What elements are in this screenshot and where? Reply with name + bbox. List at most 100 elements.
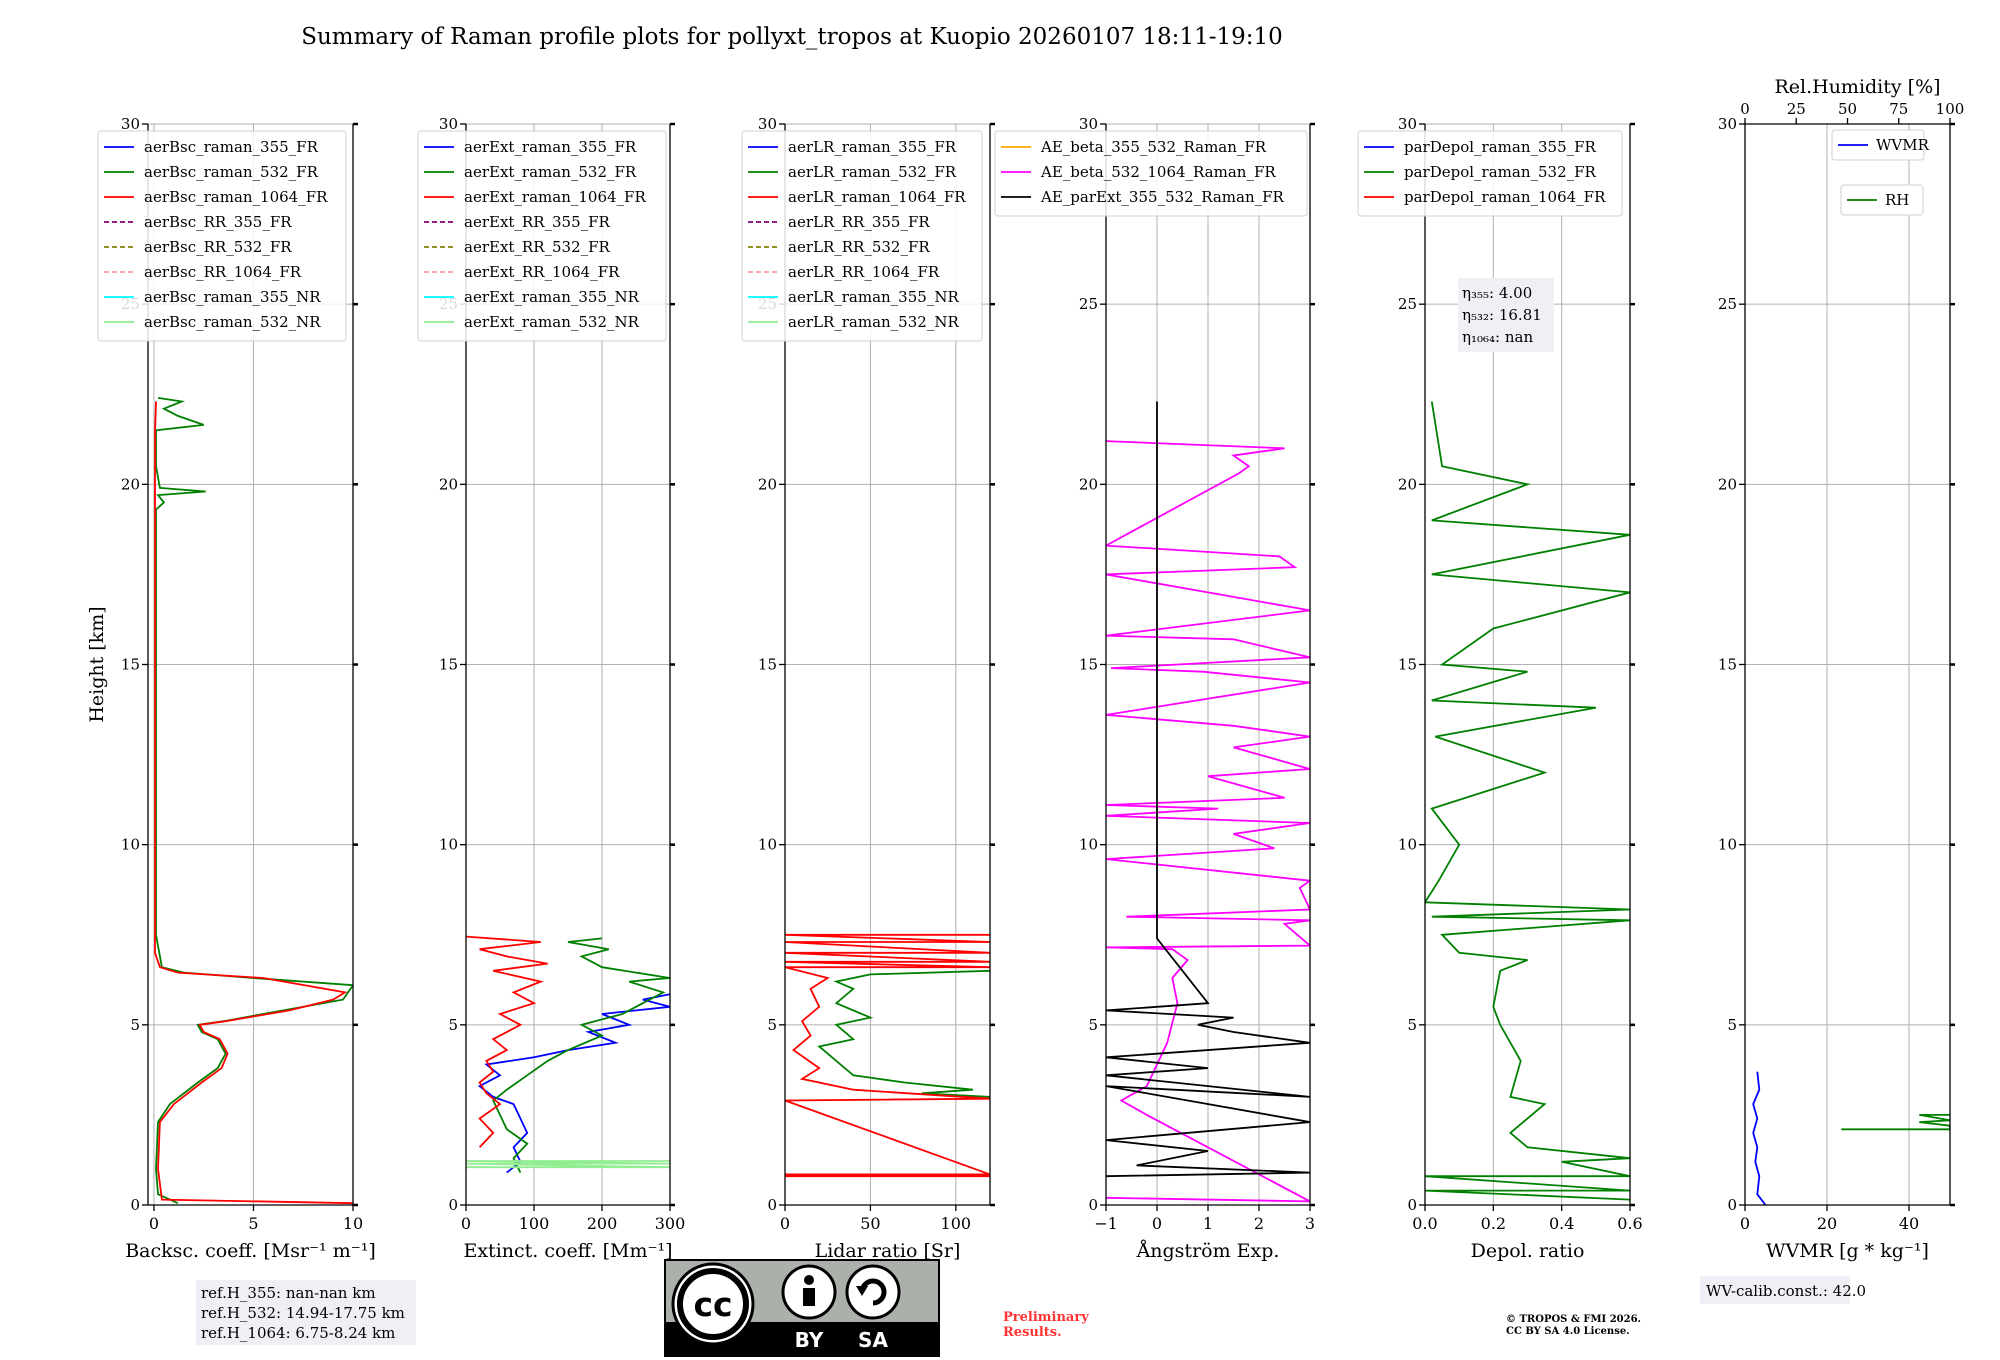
ref-height-box: ref.H_355: nan-nan km ref.H_532: 14.94-1… xyxy=(196,1280,416,1345)
y-tick-label: 20 xyxy=(1718,475,1737,493)
series-aerExt_raman_355_FR xyxy=(477,993,670,1174)
series-parDepol_raman_532_FR xyxy=(1425,401,1630,1201)
y-tick-label: 20 xyxy=(439,475,458,493)
x-tick-label: 0 xyxy=(1152,1214,1162,1233)
y-tick-label: 15 xyxy=(1079,656,1098,674)
legend-box xyxy=(97,130,347,342)
top-tick-label: 50 xyxy=(1838,100,1857,118)
y-tick-label: 30 xyxy=(121,115,140,133)
series-RH xyxy=(1841,1114,1950,1131)
panel-1: 0510152025300510Backsc. coeff. [Msr⁻¹ m⁻… xyxy=(86,115,376,1262)
legend-label: aerBsc_RR_355_FR xyxy=(144,213,292,231)
top-axis-label: Rel.Humidity [%] xyxy=(1774,76,1940,98)
x-tick-label: 0.6 xyxy=(1617,1214,1642,1233)
top-tick-label: 100 xyxy=(1936,100,1965,118)
eta-annotation: η₅₃₂: 16.81 xyxy=(1462,306,1542,324)
x-tick-label: 0.4 xyxy=(1549,1214,1574,1233)
legend-label: aerBsc_RR_532_FR xyxy=(144,238,292,256)
y-tick-label: 15 xyxy=(758,656,777,674)
legend-label: aerExt_raman_1064_FR xyxy=(464,188,646,206)
y-tick-label: 5 xyxy=(1727,1016,1737,1034)
y-tick-label: 15 xyxy=(1718,656,1737,674)
x-axis-label: Depol. ratio xyxy=(1471,1240,1585,1262)
x-tick-label: 0.2 xyxy=(1481,1214,1506,1233)
x-tick-label: 1 xyxy=(1203,1214,1213,1233)
legend-box xyxy=(741,130,983,342)
top-tick-label: 25 xyxy=(1787,100,1806,118)
series-aerExt_raman_532_NR xyxy=(466,1160,670,1169)
x-tick-label: 2 xyxy=(1254,1214,1264,1233)
y-tick-label: 15 xyxy=(439,656,458,674)
figure-title: Summary of Raman profile plots for polly… xyxy=(301,24,1283,50)
x-tick-label: 0 xyxy=(461,1214,471,1233)
legend-label: aerExt_RR_1064_FR xyxy=(464,263,620,281)
legend-label: aerLR_raman_532_FR xyxy=(788,163,957,181)
y-tick-label: 0 xyxy=(1088,1196,1098,1214)
preliminary-line1: Preliminary xyxy=(1003,1310,1089,1325)
series-AE_parExt_355_532_Raman_FR xyxy=(1106,401,1310,1178)
legend-label: aerBsc_raman_532_NR xyxy=(144,313,321,331)
y-tick-label: 30 xyxy=(439,115,458,133)
y-tick-label: 10 xyxy=(1079,836,1098,854)
ref-h-355: ref.H_355: nan-nan km xyxy=(201,1284,376,1302)
legend-label: parDepol_raman_1064_FR xyxy=(1404,188,1606,206)
sa-text: SA xyxy=(858,1328,888,1352)
series-aerBsc_raman_1064_FR xyxy=(154,401,353,1205)
x-tick-label: 20 xyxy=(1817,1214,1837,1233)
series-aerBsc_raman_532_FR xyxy=(155,397,353,1205)
legend-label: aerBsc_raman_355_NR xyxy=(144,288,321,306)
panel-3: 051015202530050100Lidar ratio [Sr]aerLR_… xyxy=(741,115,995,1262)
x-tick-label: 0 xyxy=(1740,1214,1750,1233)
eta-annotation: η₁₀₆₄: nan xyxy=(1462,328,1533,346)
x-tick-label: 3 xyxy=(1305,1214,1315,1233)
panel-5: 0 5 10 15 20 25 30 0.0 0.2 0.4 0.6 Depol. ratio parD… xyxy=(1357,115,1643,1262)
legend-label: aerLR_RR_1064_FR xyxy=(788,263,940,281)
legend-label: aerLR_RR_532_FR xyxy=(788,238,930,256)
y-tick-label: 20 xyxy=(758,475,777,493)
series-aerExt_raman_532_FR xyxy=(492,937,670,1173)
legend-label: aerLR_raman_355_NR xyxy=(788,288,959,306)
legend-label: aerExt_RR_355_FR xyxy=(464,213,611,231)
y-tick-label: 30 xyxy=(758,115,777,133)
x-tick-label: −1 xyxy=(1094,1214,1118,1233)
x-tick-label: 40 xyxy=(1899,1214,1919,1233)
legend-label: parDepol_raman_532_FR xyxy=(1404,163,1597,181)
y-tick-label: 15 xyxy=(1398,656,1417,674)
top-tick-label: 75 xyxy=(1889,100,1908,118)
x-axis-label: Extinct. coeff. [Mm⁻¹] xyxy=(463,1240,672,1262)
x-axis-label: Lidar ratio [Sr] xyxy=(815,1240,961,1262)
legend-box xyxy=(1831,129,1925,161)
y-tick-label: 5 xyxy=(1088,1016,1098,1034)
legend-label: aerLR_RR_355_FR xyxy=(788,213,930,231)
legend-label: aerExt_raman_355_FR xyxy=(464,138,637,156)
y-tick-label: 20 xyxy=(1079,475,1098,493)
legend-label: aerExt_RR_532_FR xyxy=(464,238,611,256)
y-tick-label: 20 xyxy=(121,475,140,493)
x-tick-label: 0.0 xyxy=(1412,1214,1437,1233)
y-tick-label: 25 xyxy=(1398,295,1417,313)
y-tick-label: 0 xyxy=(448,1196,458,1214)
legend-label: aerExt_raman_355_NR xyxy=(464,288,640,306)
legend-label: aerBsc_raman_1064_FR xyxy=(144,188,328,206)
y-axis-label: Height [km] xyxy=(86,606,108,722)
x-tick-label: 0 xyxy=(780,1214,790,1233)
legend-label: AE_beta_355_532_Raman_FR xyxy=(1040,138,1267,156)
legend-label: aerExt_raman_532_NR xyxy=(464,313,640,331)
series-WVMR xyxy=(1752,1071,1767,1205)
ref-h-532: ref.H_532: 14.94-17.75 km xyxy=(201,1304,405,1322)
legend-label: aerBsc_raman_355_FR xyxy=(144,138,319,156)
y-tick-label: 0 xyxy=(1407,1196,1417,1214)
legend-label: aerLR_raman_355_FR xyxy=(788,138,957,156)
y-tick-label: 10 xyxy=(758,836,777,854)
y-tick-label: 30 xyxy=(1718,115,1737,133)
wv-calib-box: WV-calib.const.: 42.0 xyxy=(1700,1276,1866,1304)
x-tick-label: 0 xyxy=(149,1214,159,1233)
y-tick-label: 20 xyxy=(1398,475,1417,493)
legend-label: RH xyxy=(1885,191,1909,209)
ref-h-1064: ref.H_1064: 6.75-8.24 km xyxy=(201,1324,395,1342)
x-tick-label: 300 xyxy=(655,1214,686,1233)
y-tick-label: 10 xyxy=(121,836,140,854)
